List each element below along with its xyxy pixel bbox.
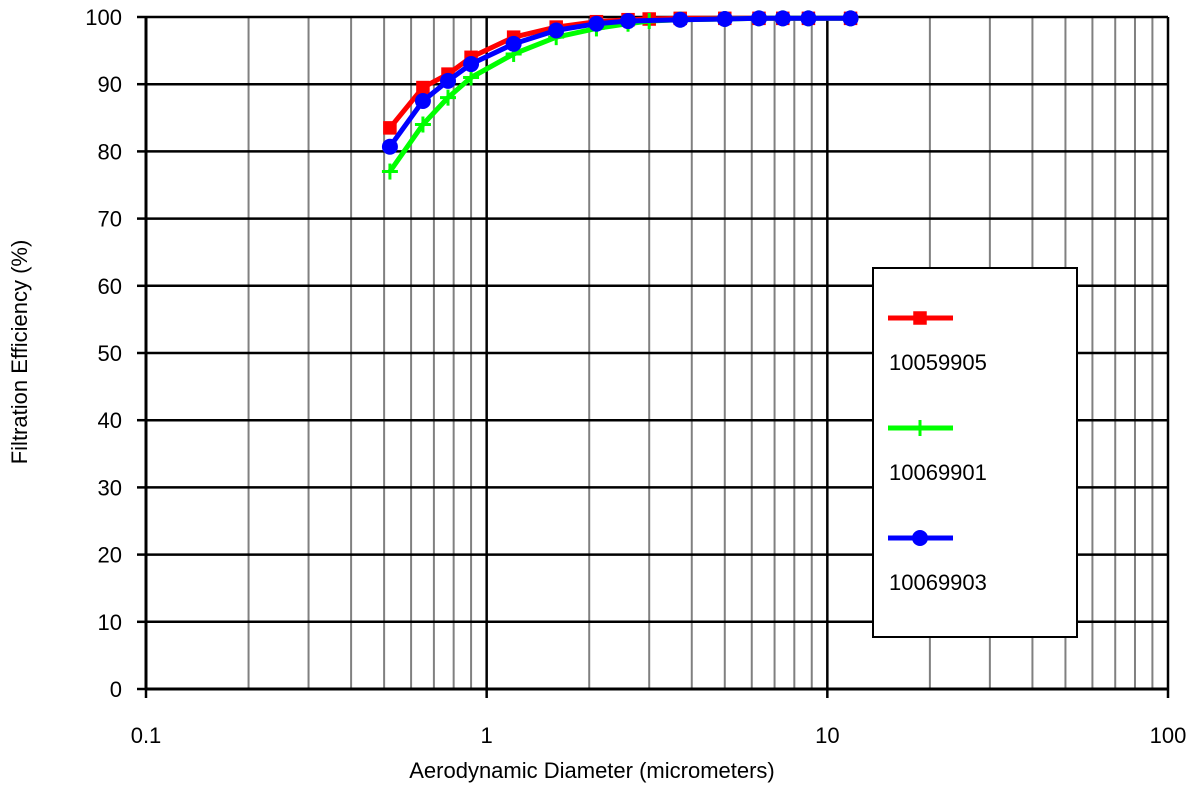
y-tick-label: 80 [98,139,122,164]
legend-item: 10069903 [888,530,987,595]
data-point [842,10,859,27]
data-point [416,80,430,95]
data-point [620,13,637,30]
y-tick-label: 60 [98,274,122,299]
legend-marker [913,311,927,325]
data-point [800,10,817,27]
data-point [439,72,456,89]
y-axis-title: Filtration Efficiency (%) [7,240,32,465]
x-tick-label: 1 [481,723,493,748]
y-tick-label: 10 [98,610,122,635]
data-point [463,69,480,86]
y-tick-label: 50 [98,341,122,366]
data-point [774,10,791,27]
data-point [381,163,398,180]
legend-label: 10069901 [889,460,987,485]
legend-label: 10069903 [889,570,987,595]
series-2 [381,10,859,155]
y-tick-label: 40 [98,408,122,433]
x-tick-label: 100 [1150,723,1187,748]
data-point [383,121,397,135]
x-tick-label: 10 [815,723,839,748]
y-tick-label: 0 [110,677,122,702]
legend-box [872,267,1078,638]
data-point [588,15,605,32]
legend-item: 10069901 [888,420,987,485]
y-tick-label: 70 [98,207,122,232]
series-line [387,15,851,174]
y-tick-label: 20 [98,543,122,568]
data-point [672,11,689,28]
y-tick-label: 100 [85,5,122,30]
legend-label: 10059905 [889,350,987,375]
data-point [439,89,456,106]
data-point [505,35,522,52]
y-tick-label: 30 [98,475,122,500]
x-axis-title: Aerodynamic Diameter (micrometers) [409,758,775,783]
ticks: 0 10 20 30 40 50 60 70 80 90 100 0.1 1 10 100 [85,5,1186,748]
legend-item: 10059905 [888,311,987,375]
data-point [716,11,733,28]
legend: 10059905 10069901 10069903 [872,267,1078,638]
legend-marker [912,420,928,436]
data-point [414,93,431,109]
y-tick-label: 90 [98,72,122,97]
series-line [387,15,851,149]
x-tick-label: 0.1 [131,723,162,748]
legend-marker [912,530,928,546]
data-point [463,56,480,73]
data-point [414,116,431,133]
series-layer [381,10,859,180]
data-point [548,22,565,39]
data-point [750,10,767,27]
data-point [381,138,398,155]
